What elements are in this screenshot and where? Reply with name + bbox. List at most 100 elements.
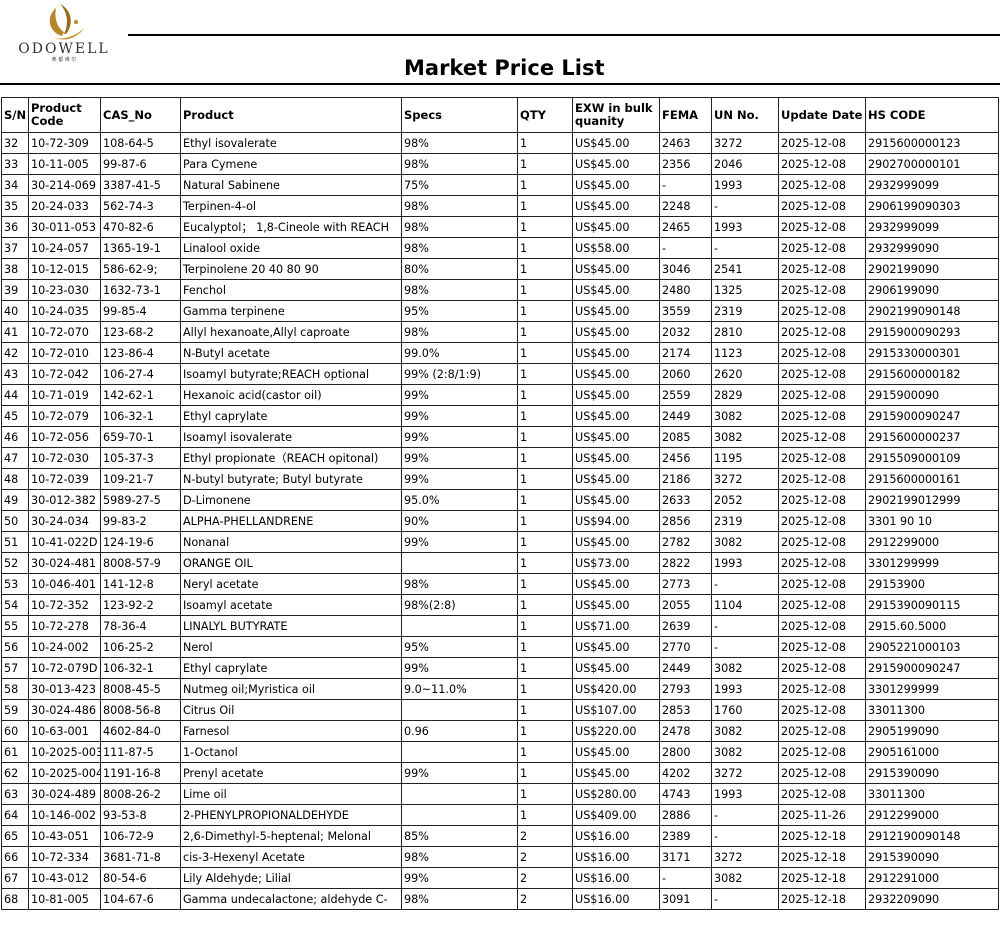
cell-sn: 40 [1,300,29,322]
cell-specs: 9.0~11.0% [401,678,518,700]
cell-fema: 4743 [659,783,712,805]
cell-update-date: 2025-12-08 [778,678,866,700]
cell-product-code: 10-24-035 [28,300,101,322]
column-header-product-code: Product Code [28,97,101,133]
cell-product: cis-3-Hexenyl Acetate [180,846,402,868]
cell-price: US$420.00 [572,678,660,700]
cell-sn: 63 [1,783,29,805]
cell-product-code: 30-24-034 [28,510,101,532]
cell-sn: 44 [1,384,29,406]
cell-update-date: 2025-12-08 [778,783,866,805]
cell-qty: 2 [517,825,573,847]
cell-un-no: 3082 [711,531,779,553]
cell-cas-no: 142-62-1 [100,384,181,406]
table-row: 42 10-72-010 123-86-4 N-Butyl acetate 99.0% 1… [1,342,999,364]
table-row: 66 10-72-334 3681-71-8 cis-3-Hexenyl Acetat… [1,846,999,868]
cell-product: D-Limonene [180,489,402,511]
cell-price: US$45.00 [572,174,660,196]
cell-qty: 1 [517,699,573,721]
cell-sn: 50 [1,510,29,532]
cell-product: Farnesol [180,720,402,742]
cell-product: 2,6-Dimethyl-5-heptenal; Melonal [180,825,402,847]
cell-fema: 2773 [659,573,712,595]
cell-product-code: 30-024-486 [28,699,101,721]
cell-qty: 1 [517,468,573,490]
table-row: 43 10-72-042 106-27-4 Isoamyl butyrate;REAC… [1,363,999,385]
cell-product: Allyl hexanoate,Allyl caproate [180,321,402,343]
cell-update-date: 2025-12-08 [778,447,866,469]
cell-price: US$73.00 [572,552,660,574]
cell-price: US$45.00 [572,531,660,553]
cell-specs: 85% [401,825,518,847]
cell-un-no: 2829 [711,384,779,406]
cell-price: US$280.00 [572,783,660,805]
cell-cas-no: 123-86-4 [100,342,181,364]
cell-fema: 3559 [659,300,712,322]
cell-fema: 2463 [659,132,712,154]
cell-cas-no: 104-67-6 [100,888,181,910]
cell-sn: 42 [1,342,29,364]
cell-cas-no: 99-83-2 [100,510,181,532]
cell-product-code: 10-72-039 [28,468,101,490]
cell-price: US$45.00 [572,426,660,448]
table-row: 59 30-024-486 8008-56-8 Citrus Oil 1 US$107.0… [1,699,999,721]
cell-product: Ethyl caprylate [180,657,402,679]
cell-hs-code: 2912299000 [865,531,999,553]
cell-qty: 1 [517,741,573,763]
cell-hs-code: 2912299000 [865,804,999,826]
cell-specs: 99% [401,447,518,469]
cell-qty: 1 [517,552,573,574]
cell-cas-no: 8008-45-5 [100,678,181,700]
cell-specs: 98% [401,132,518,154]
cell-hs-code: 3301 90 10 [865,510,999,532]
column-header-price: EXW in bulk quanity [572,97,660,133]
cell-product: LINALYL BUTYRATE [180,615,402,637]
cell-specs: 98%(2:8) [401,594,518,616]
cell-un-no: 3082 [711,405,779,427]
cell-update-date: 2025-12-18 [778,825,866,847]
cell-hs-code: 2902199012999 [865,489,999,511]
cell-qty: 1 [517,363,573,385]
cell-product-code: 10-72-010 [28,342,101,364]
cell-fema: 2085 [659,426,712,448]
cell-fema: 2456 [659,447,712,469]
table-row: 39 10-23-030 1632-73-1 Fenchol 98% 1 US$45.00 2… [1,279,999,301]
cell-price: US$16.00 [572,846,660,868]
cell-update-date: 2025-12-08 [778,216,866,238]
cell-fema: 2032 [659,321,712,343]
cell-un-no: 2319 [711,510,779,532]
cell-un-no: 2046 [711,153,779,175]
table-row: 48 10-72-039 109-21-7 N-butyl butyrate; But… [1,468,999,490]
cell-qty: 1 [517,300,573,322]
cell-product: ALPHA-PHELLANDRENE [180,510,402,532]
price-table: S/N Product Code CAS_No Product Specs QTY EXW … [1,97,999,910]
cell-price: US$45.00 [572,300,660,322]
cell-fema: 2793 [659,678,712,700]
cell-hs-code: 2915900090293 [865,321,999,343]
cell-product: Lime oil [180,783,402,805]
cell-cas-no: 93-53-8 [100,804,181,826]
table-row: 67 10-43-012 80-54-6 Lily Aldehyde; Lilial 9… [1,867,999,889]
cell-un-no: 3082 [711,720,779,742]
cell-hs-code: 29153900 [865,573,999,595]
table-row: 32 10-72-309 108-64-5 Ethyl isovalerate 98% 1… [1,132,999,154]
cell-hs-code: 2932999099 [865,216,999,238]
cell-qty: 1 [517,510,573,532]
cell-un-no: 3272 [711,132,779,154]
cell-update-date: 2025-12-08 [778,762,866,784]
cell-fema: - [659,867,712,889]
odowell-logo: ODOWELL 奥 都 维 尔 [8,2,120,64]
cell-update-date: 2025-12-18 [778,888,866,910]
cell-cas-no: 123-68-2 [100,321,181,343]
cell-specs: 99% [401,657,518,679]
cell-update-date: 2025-12-08 [778,153,866,175]
cell-un-no: 1195 [711,447,779,469]
cell-hs-code: 2915390090115 [865,594,999,616]
cell-product-code: 10-23-030 [28,279,101,301]
cell-hs-code: 2906199090 [865,279,999,301]
cell-hs-code: 33011300 [865,783,999,805]
cell-fema: 2356 [659,153,712,175]
column-header-qty: QTY [517,97,573,133]
cell-cas-no: 109-21-7 [100,468,181,490]
cell-specs: 99% [401,405,518,427]
